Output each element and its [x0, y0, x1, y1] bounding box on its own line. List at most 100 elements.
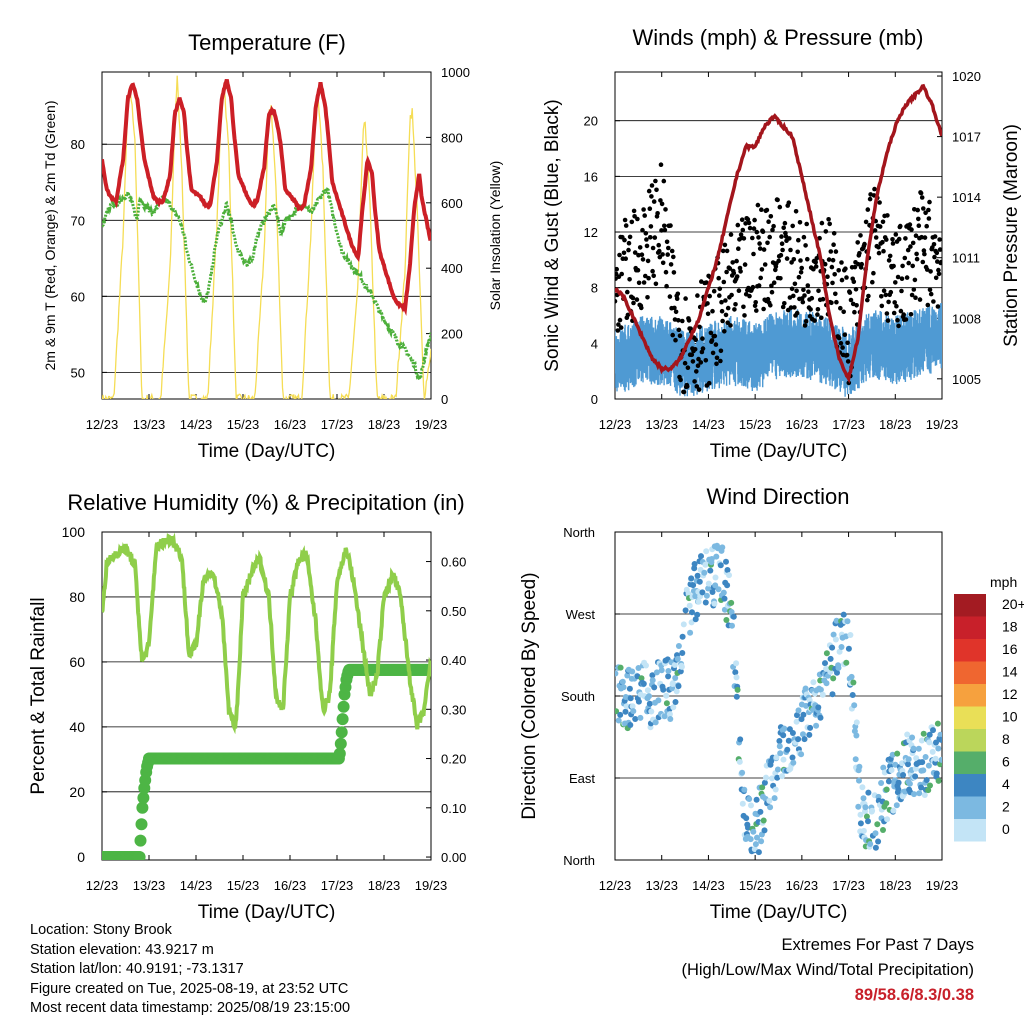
x-axis-label: Time (Day/UTC) [710, 902, 848, 923]
gust-point [667, 294, 673, 299]
gust-point [686, 318, 692, 323]
direction-point [754, 834, 760, 841]
gust-point [759, 207, 764, 212]
direction-point [888, 767, 895, 774]
precip-point [334, 737, 347, 750]
direction-point [925, 762, 932, 769]
y-tick-label: 80 [69, 589, 85, 605]
gust-point [768, 214, 774, 219]
gust-point [924, 267, 930, 272]
x-tick-label: 19/23 [926, 878, 959, 893]
gust-point [645, 295, 650, 300]
direction-point [911, 791, 917, 798]
gust-point [658, 162, 664, 167]
direction-point [675, 643, 682, 649]
x-tick-label: 14/23 [180, 878, 213, 893]
gust-point [806, 289, 811, 295]
colorbar-label: 6 [1002, 754, 1010, 770]
direction-point [927, 782, 933, 789]
x-tick-label: 15/23 [227, 417, 260, 432]
gust-point [671, 270, 677, 275]
gust-point [689, 352, 695, 358]
y-right-tick-label: 200 [441, 327, 463, 342]
direction-point [874, 821, 881, 828]
y-right-tick-label: 0.30 [441, 702, 466, 717]
gust-point [832, 272, 837, 277]
gust-point [881, 248, 886, 254]
gust-point [883, 292, 889, 298]
x-axis-label: Time (Day/UTC) [198, 441, 336, 462]
gust-point [750, 235, 755, 241]
colorbar-swatch [954, 594, 986, 617]
gust-point [723, 312, 729, 318]
figure-created: Figure created on Tue, 2025-08-19, at 23… [30, 980, 349, 997]
direction-point [737, 736, 744, 743]
gust-point [640, 227, 645, 233]
direction-point [884, 816, 891, 823]
direction-point [724, 582, 731, 589]
direction-point [692, 593, 699, 600]
colorbar-swatch [954, 661, 986, 684]
gust-point [682, 360, 688, 366]
chart-title: Wind Direction [706, 484, 849, 509]
direction-point [913, 755, 920, 762]
y-tick-label: 20 [584, 114, 598, 129]
direction-point [748, 802, 754, 809]
direction-point [819, 691, 826, 698]
gust-point [681, 389, 687, 395]
gust-point [879, 303, 885, 309]
y-right-axis-label: Station Pressure (Maroon) [1001, 124, 1022, 347]
gust-point [706, 380, 712, 386]
gust-point [642, 213, 647, 218]
gust-point [637, 245, 643, 250]
gust-point [656, 242, 661, 248]
colorbar-swatch [954, 706, 986, 729]
x-tick-label: 13/23 [645, 878, 678, 893]
gust-point [635, 216, 640, 222]
y-tick-label: North [563, 853, 595, 868]
gust-point [902, 255, 908, 261]
gust-point [674, 296, 680, 302]
gust-point [665, 252, 670, 257]
direction-point [686, 602, 693, 609]
direction-point [651, 684, 658, 691]
gust-point [893, 232, 899, 237]
gust-point [754, 229, 760, 235]
direction-point [932, 755, 939, 762]
direction-point [922, 754, 929, 760]
y-tick-label: 0 [591, 392, 598, 407]
direction-point [860, 795, 867, 802]
direction-point [857, 811, 864, 818]
y-tick-label: 60 [69, 654, 85, 670]
direction-point [694, 611, 701, 618]
gust-point [844, 352, 850, 358]
direction-point [855, 803, 862, 810]
direction-point [745, 824, 751, 831]
temperature-line [102, 79, 431, 317]
direction-point [829, 691, 836, 698]
direction-point [925, 787, 932, 794]
direction-point [679, 650, 686, 656]
gust-point [734, 258, 739, 264]
y-right-tick-label: 1005 [952, 372, 981, 387]
gust-point [752, 303, 758, 309]
x-tick-label: 18/23 [368, 878, 401, 893]
gust-point [739, 217, 745, 222]
gust-point [700, 336, 705, 341]
y-tick-label: 12 [584, 225, 598, 240]
direction-point [934, 720, 941, 727]
direction-point [696, 578, 703, 585]
data-timestamp: Most recent data timestamp: 2025/08/19 2… [30, 1000, 351, 1016]
direction-point [711, 600, 718, 607]
direction-point [872, 844, 879, 851]
direction-point [615, 670, 619, 677]
direction-point [757, 808, 764, 815]
gust-point [766, 219, 771, 224]
gust-point [737, 265, 743, 271]
x-tick-label: 17/23 [321, 417, 354, 432]
gust-point [705, 311, 711, 317]
gust-point [907, 222, 913, 227]
direction-point [635, 665, 642, 671]
y-axis-label: Direction (Colored By Speed) [519, 572, 540, 819]
gust-point [852, 309, 857, 315]
